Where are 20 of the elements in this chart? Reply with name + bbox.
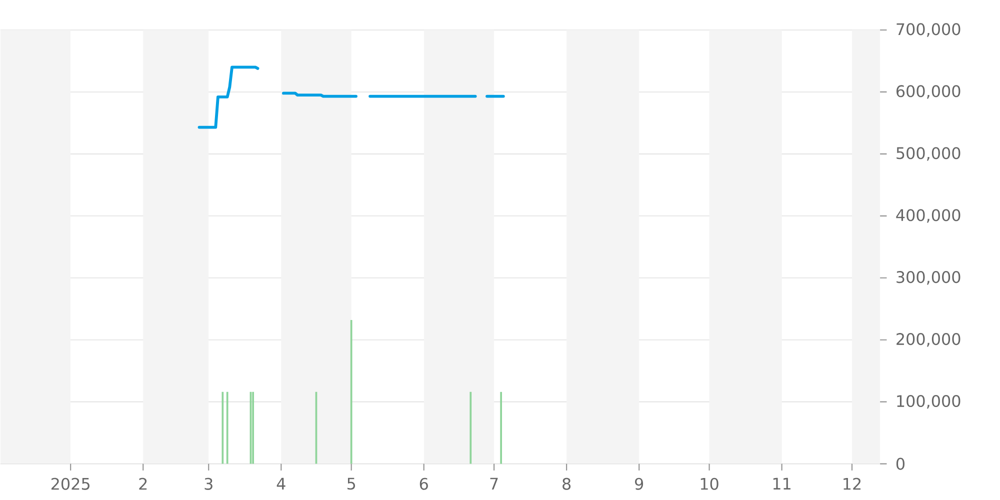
x-tick-label: 3	[204, 478, 212, 490]
x-tick-label: 5	[347, 478, 356, 490]
x-tick-label: 11	[773, 478, 790, 490]
y-tick-label: 600,000	[896, 85, 960, 99]
y-tick-label: 100,000	[897, 395, 960, 409]
x-tick-label: 10	[700, 478, 718, 490]
x-tick-label: 6	[420, 478, 428, 490]
x-tick-label: 7	[490, 478, 498, 490]
y-tick-label: 300,000	[896, 271, 960, 285]
x-tick-label: 2	[139, 478, 147, 490]
x-tick-label: 8	[562, 478, 571, 490]
y-tick-label: 700,000	[896, 23, 960, 37]
x-tick-label: 4	[276, 478, 286, 490]
y-tick-label: 200,000	[896, 333, 960, 347]
x-tick-label: 2025	[51, 478, 90, 490]
y-tick-label: 500,000	[896, 147, 960, 161]
x-tick-label: 12	[844, 478, 861, 490]
y-tick-label: 400,000	[896, 209, 960, 223]
y-tick-label: 0	[896, 458, 904, 470]
x-tick-label: 9	[635, 478, 644, 490]
